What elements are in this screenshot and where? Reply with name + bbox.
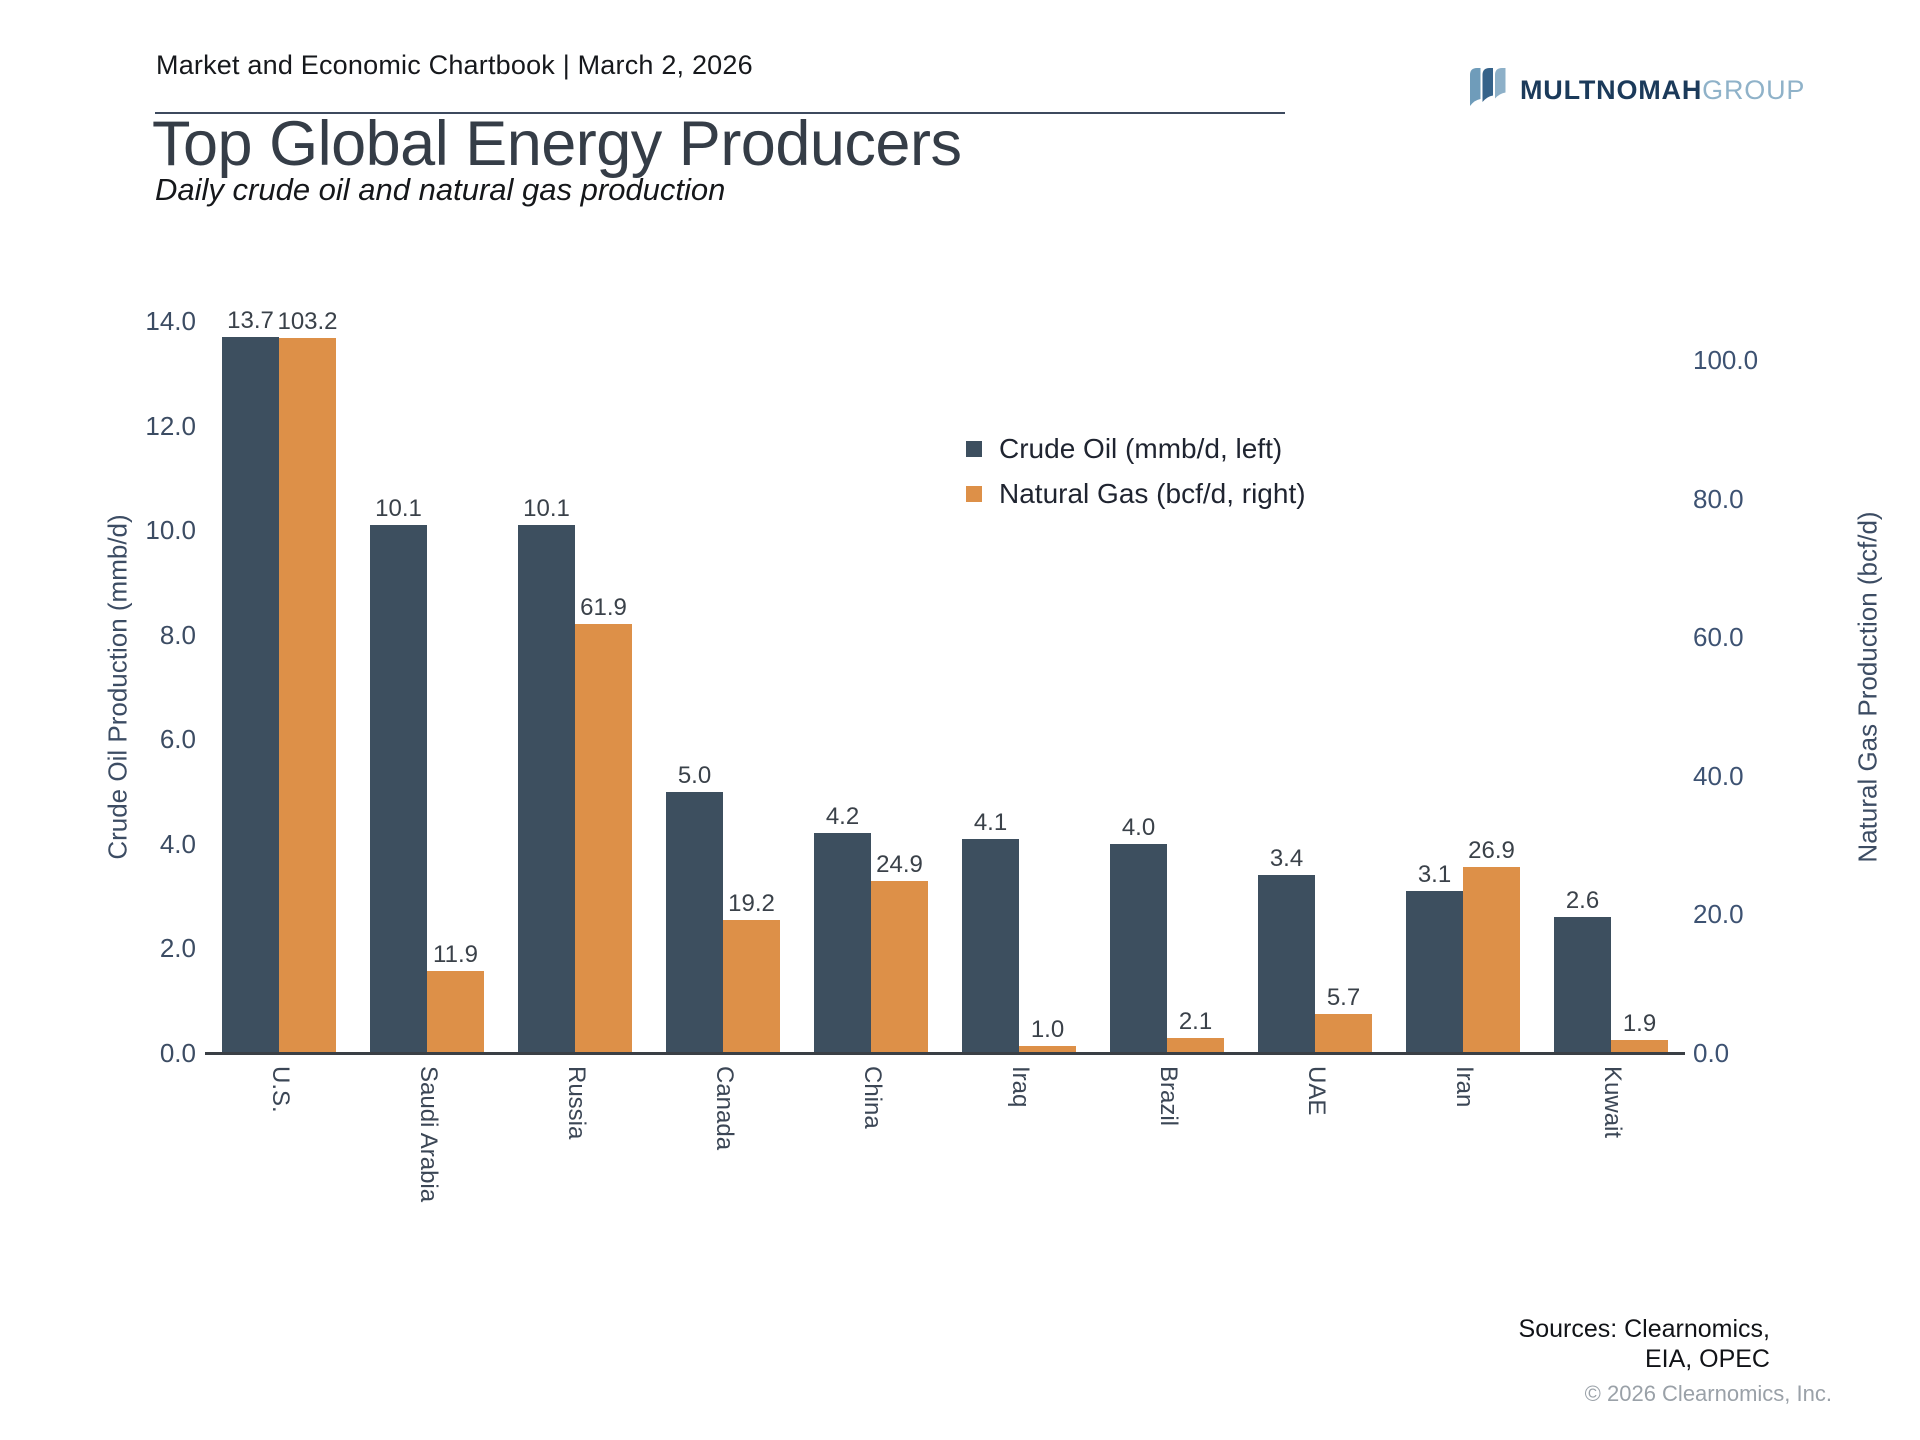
bar-value-label-gas-8: 26.9 [1468, 837, 1515, 864]
bar-value-label-gas-4: 24.9 [876, 851, 923, 878]
bar-value-label-gas-2: 61.9 [580, 594, 627, 621]
bar-value-label-gas-0: 103.2 [277, 308, 338, 335]
page-subtitle: Daily crude oil and natural gas producti… [155, 172, 726, 207]
page-title: Top Global Energy Producers [152, 109, 962, 179]
natural-gas-bar-8 [1463, 867, 1520, 1053]
chartbook-header: Market and Economic Chartbook | March 2,… [156, 50, 753, 80]
left-axis-tick-4.0: 4.0 [159, 828, 196, 859]
right-axis-tick-0.0: 0.0 [1693, 1038, 1730, 1068]
natural-gas-bar-9 [1611, 1040, 1668, 1053]
natural-gas-bar-4 [871, 881, 928, 1053]
logo-wave-icon [1470, 68, 1506, 113]
right-axis-tick-80.0: 80.0 [1693, 483, 1744, 514]
logo-wordmark: MULTNOMAHGROUP [1520, 75, 1805, 106]
category-label-4: China [859, 1066, 886, 1129]
left-axis-tick-0.0: 0.0 [159, 1038, 196, 1068]
natural-gas-bar-2 [575, 624, 632, 1053]
bar-value-label-crude-5: 4.1 [973, 809, 1008, 836]
sources-note: Sources: Clearnomics, EIA, OPEC [1519, 1314, 1770, 1374]
left-axis-tick-14.0: 14.0 [145, 306, 196, 336]
right-axis-tick-60.0: 60.0 [1693, 622, 1744, 653]
natural-gas-bar-5 [1019, 1046, 1076, 1053]
copyright-note: © 2026 Clearnomics, Inc. [1584, 1381, 1832, 1406]
crude-oil-bar-6 [1110, 844, 1167, 1053]
left-axis-tick-8.0: 8.0 [159, 619, 196, 650]
category-label-5: Iraq [1007, 1066, 1034, 1108]
multnomah-group-logo: MULTNOMAHGROUP [1470, 68, 1805, 113]
natural-gas-bar-3 [723, 920, 780, 1053]
crude-oil-bar-0 [222, 337, 279, 1053]
bar-value-label-gas-7: 5.7 [1326, 984, 1361, 1011]
category-label-2: Russia [563, 1066, 590, 1140]
legend-label-natural-gas: Natural Gas (bcf/d, right) [999, 478, 1306, 509]
left-axis-tick-10.0: 10.0 [145, 515, 196, 546]
left-axis-tick-2.0: 2.0 [159, 933, 196, 964]
crude-oil-bar-5 [962, 839, 1019, 1053]
bar-value-label-gas-5: 1.0 [1030, 1016, 1065, 1043]
category-label-3: Canada [711, 1066, 738, 1151]
right-axis-tick-40.0: 40.0 [1693, 760, 1744, 791]
natural-gas-swatch-icon [966, 486, 982, 502]
legend-label-crude-oil: Crude Oil (mmb/d, left) [999, 433, 1283, 464]
crude-oil-bar-3 [666, 792, 723, 1053]
left-axis-tick-12.0: 12.0 [145, 410, 196, 441]
left-axis-tick-6.0: 6.0 [159, 724, 196, 755]
bar-value-label-gas-1: 11.9 [433, 941, 478, 968]
bar-value-label-gas-6: 2.1 [1178, 1008, 1213, 1035]
category-label-0: U.S. [267, 1066, 294, 1113]
category-label-1: Saudi Arabia [415, 1066, 442, 1203]
natural-gas-bar-6 [1167, 1038, 1224, 1053]
bar-value-label-crude-2: 10.1 [523, 495, 570, 522]
bar-value-label-gas-9: 1.9 [1622, 1010, 1657, 1037]
logo-brand-suffix-text: GROUP [1702, 75, 1806, 105]
chart-legend: Crude Oil (mmb/d, left) Natural Gas (bcf… [966, 430, 1306, 520]
legend-item-natural-gas: Natural Gas (bcf/d, right) [966, 475, 1306, 513]
crude-oil-bar-4 [814, 833, 871, 1053]
crude-oil-bar-2 [518, 525, 575, 1053]
left-axis-title: Crude Oil Production (mmb/d) [102, 514, 133, 860]
bar-value-label-crude-8: 3.1 [1417, 861, 1452, 888]
bar-value-label-crude-6: 4.0 [1121, 814, 1156, 841]
crude-oil-swatch-icon [966, 441, 982, 457]
right-axis-title: Natural Gas Production (bcf/d) [1852, 511, 1883, 863]
x-axis-line [205, 1052, 1685, 1055]
crude-oil-bar-1 [370, 525, 427, 1053]
category-label-9: Kuwait [1599, 1066, 1626, 1139]
crude-oil-bar-8 [1406, 891, 1463, 1053]
right-axis-tick-20.0: 20.0 [1693, 899, 1744, 930]
bar-value-label-crude-4: 4.2 [825, 803, 860, 830]
natural-gas-bar-1 [427, 971, 484, 1053]
right-axis-tick-100.0: 100.0 [1693, 345, 1759, 376]
sources-line-1: Sources: Clearnomics, [1518, 1315, 1770, 1343]
natural-gas-bar-7 [1315, 1014, 1372, 1053]
sources-line-2: EIA, OPEC [1644, 1345, 1770, 1373]
bar-value-label-crude-3: 5.0 [677, 762, 712, 789]
header-divider [155, 112, 1285, 114]
crude-oil-bar-7 [1258, 875, 1315, 1053]
bar-value-label-crude-1: 10.1 [375, 495, 422, 522]
bar-value-label-crude-9: 2.6 [1565, 887, 1600, 914]
category-label-7: UAE [1303, 1066, 1330, 1116]
logo-brand-text: MULTNOMAH [1520, 75, 1703, 105]
bar-value-label-crude-7: 3.4 [1269, 845, 1304, 872]
crude-oil-bar-9 [1554, 917, 1611, 1053]
bar-value-label-crude-0: 13.7 [227, 307, 274, 334]
legend-item-crude-oil: Crude Oil (mmb/d, left) [966, 430, 1306, 468]
category-label-8: Iran [1451, 1066, 1478, 1108]
natural-gas-bar-0 [279, 338, 336, 1053]
bar-value-label-gas-3: 19.2 [728, 890, 775, 917]
category-label-6: Brazil [1155, 1066, 1182, 1127]
